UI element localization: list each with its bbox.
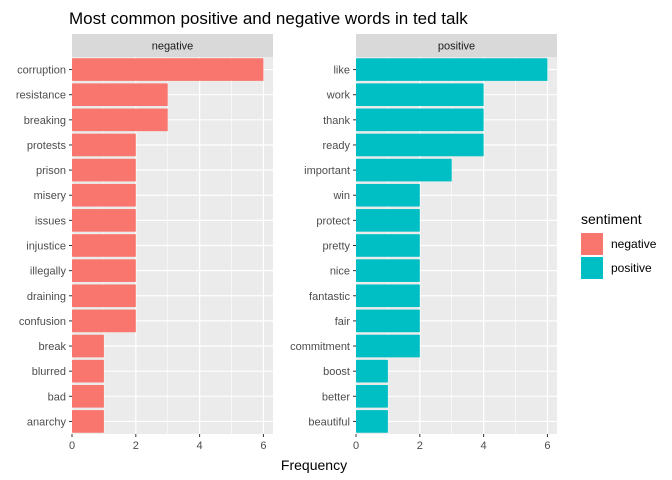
- bar-beautiful: [356, 410, 388, 433]
- y-tick-label: fantastic: [309, 291, 350, 303]
- bar-commitment: [356, 334, 420, 358]
- y-tick-label: better: [322, 391, 350, 403]
- legend-label-negative: negative: [611, 237, 657, 251]
- y-tick-label: blurred: [32, 366, 66, 378]
- y-tick-label: injustice: [26, 241, 66, 253]
- y-tick-label: confusion: [19, 316, 66, 328]
- bar-break: [72, 334, 104, 358]
- bar-important: [356, 158, 452, 182]
- y-tick-label: corruption: [17, 65, 66, 77]
- bar-like: [356, 58, 548, 81]
- y-tick-label: important: [304, 165, 350, 177]
- y-tick-label: break: [38, 341, 66, 353]
- bar-win: [356, 183, 420, 207]
- y-tick-label: anarchy: [27, 416, 67, 428]
- y-tick-label: boost: [323, 366, 350, 378]
- y-tick-label: pretty: [322, 241, 350, 253]
- y-tick-label: nice: [330, 266, 350, 278]
- x-tick-label: 0: [353, 440, 359, 452]
- y-tick-label: protests: [27, 140, 67, 152]
- bar-protect: [356, 209, 420, 232]
- x-tick-label: 4: [197, 440, 203, 452]
- bar-better: [356, 384, 388, 408]
- bar-ready: [356, 133, 484, 157]
- y-tick-label: thank: [323, 115, 350, 127]
- x-tick-label: 0: [69, 440, 75, 452]
- legend-key-positive: [581, 257, 603, 279]
- bar-misery: [72, 183, 136, 207]
- bar-pretty: [356, 234, 420, 257]
- bar-bad: [72, 384, 104, 408]
- y-tick-label: draining: [27, 291, 66, 303]
- y-tick-label: like: [333, 65, 350, 77]
- bar-thank: [356, 108, 484, 132]
- legend-label-positive: positive: [611, 261, 652, 275]
- bar-prison: [72, 158, 136, 182]
- x-tick-label: 4: [481, 440, 487, 452]
- y-tick-label: breaking: [24, 115, 66, 127]
- legend: sentiment negative positive: [581, 211, 657, 279]
- y-tick-label: commitment: [290, 341, 350, 353]
- y-tick-label: beautiful: [308, 416, 350, 428]
- legend-items: negative positive: [581, 233, 657, 279]
- y-tick-label: win: [332, 190, 350, 202]
- bar-work: [356, 83, 484, 107]
- x-tick-label: 6: [260, 440, 266, 452]
- bar-confusion: [72, 309, 136, 333]
- facet-strip-label: negative: [152, 41, 194, 53]
- facet-strip-label: positive: [438, 41, 475, 53]
- facet-panels: negative corruption resistance breaking prot…: [16, 34, 557, 452]
- x-tick-label: 6: [544, 440, 550, 452]
- legend-key-negative: [581, 233, 603, 255]
- x-axis-title: Frequency: [281, 457, 347, 473]
- bar-blurred: [72, 359, 104, 383]
- legend-title: sentiment: [581, 211, 642, 227]
- bar-issues: [72, 209, 136, 232]
- y-tick-label: work: [326, 90, 351, 102]
- facet-strip: [356, 34, 557, 57]
- chart-title: Most common positive and negative words …: [69, 9, 468, 28]
- bar-anarchy: [72, 410, 104, 433]
- y-tick-label: fair: [335, 316, 351, 328]
- y-tick-label: misery: [34, 190, 67, 202]
- bar-fantastic: [356, 284, 420, 308]
- bar-boost: [356, 359, 388, 383]
- bar-protests: [72, 133, 136, 157]
- y-tick-label: issues: [35, 215, 67, 227]
- x-tick-label: 2: [133, 440, 139, 452]
- y-tick-label: bad: [48, 391, 66, 403]
- bar-breaking: [72, 108, 168, 132]
- y-tick-label: prison: [36, 165, 66, 177]
- y-tick-label: ready: [322, 140, 350, 152]
- bar-draining: [72, 284, 136, 308]
- bar-corruption: [72, 58, 264, 81]
- bar-resistance: [72, 83, 168, 107]
- y-tick-label: illegally: [30, 266, 67, 278]
- bar-fair: [356, 309, 420, 333]
- y-tick-label: resistance: [16, 90, 66, 102]
- x-tick-label: 2: [417, 440, 423, 452]
- bar-nice: [356, 259, 420, 282]
- bar-injustice: [72, 234, 136, 257]
- facet-panel-negative: negative corruption resistance breaking prot…: [16, 34, 273, 452]
- bar-illegally: [72, 259, 136, 282]
- facet-panel-positive: positive like work thank ready important win pr…: [290, 34, 557, 452]
- y-tick-label: protect: [316, 215, 350, 227]
- facet-strip: [72, 34, 273, 57]
